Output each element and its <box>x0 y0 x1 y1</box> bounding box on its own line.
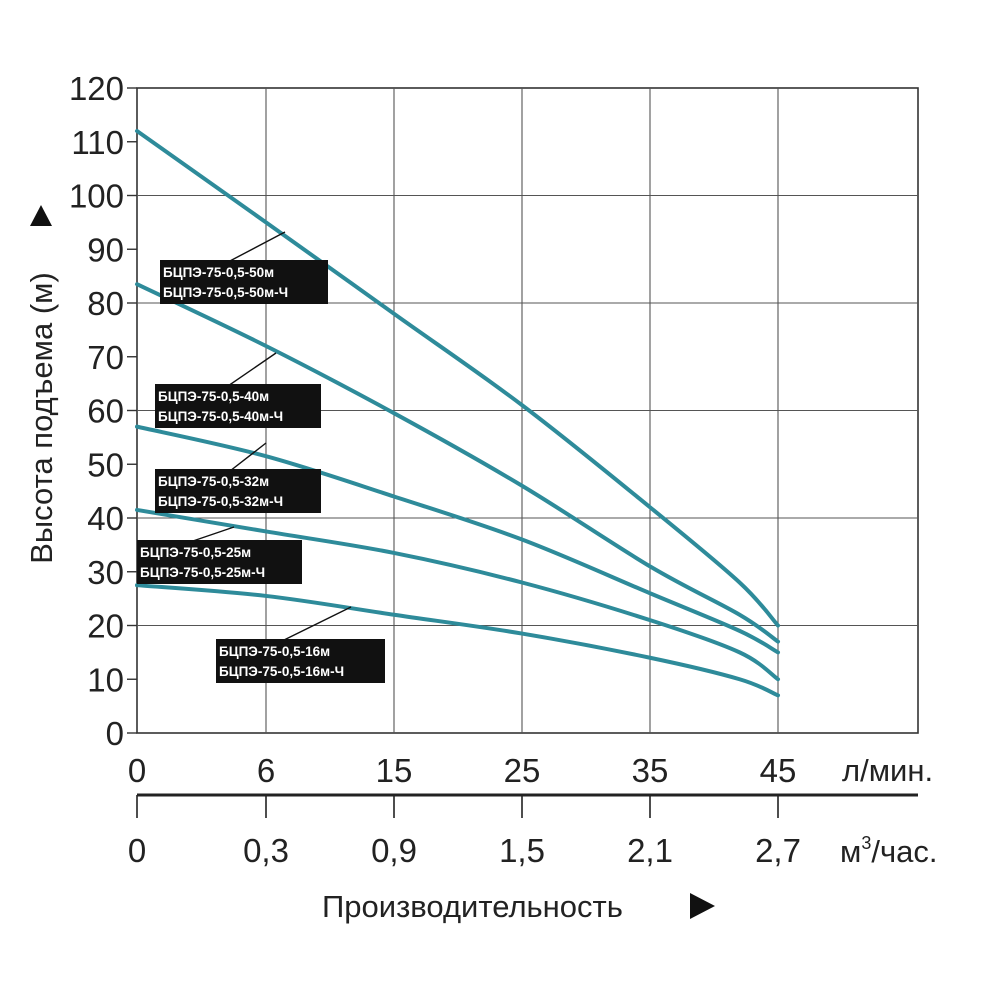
series-line <box>135 282 780 644</box>
y-tick-label: 70 <box>87 339 124 376</box>
x-secondary-tick-label: 0,9 <box>371 832 417 869</box>
y-tick-label: 10 <box>87 661 124 698</box>
y-tick-label: 100 <box>69 178 124 215</box>
series-label-leader <box>189 526 235 543</box>
y-tick-label: 90 <box>87 231 124 268</box>
y-tick-label: 20 <box>87 608 124 645</box>
series-label-box <box>137 540 302 584</box>
x-primary-unit: л/мин. <box>842 753 933 788</box>
series-label-leader <box>227 352 277 387</box>
series-line <box>135 129 780 628</box>
x-secondary-unit-base: м <box>840 834 861 869</box>
y-tick-label: 40 <box>87 500 124 537</box>
y-axis-arrow-icon <box>30 205 52 226</box>
series-label-text: БЦПЭ-75-0,5-25м-Ч <box>140 565 265 580</box>
x-tick-layer: 0 6 15 25 35 45 0 0,3 0,9 1,5 2,1 2,7 <box>128 752 801 869</box>
y-tick-label: 50 <box>87 446 124 483</box>
series-label-text: БЦПЭ-75-0,5-25м <box>140 545 251 560</box>
x-secondary-tick-label: 2,7 <box>755 832 801 869</box>
x-secondary-tick-label: 0,3 <box>243 832 289 869</box>
series-label-leader <box>281 606 352 642</box>
y-tick-layer: 0 10 20 30 40 50 60 70 80 90 100 110 120 <box>69 70 137 752</box>
series-label-box <box>155 469 321 513</box>
x-secondary-unit-sup: 3 <box>861 833 871 853</box>
x-axis-arrow-icon <box>690 893 715 919</box>
series-label-text: БЦПЭ-75-0,5-16м-Ч <box>219 664 344 679</box>
series-label-text: БЦПЭ-75-0,5-32м-Ч <box>158 494 283 509</box>
y-axis-title: Высота подъема (м) <box>24 272 59 564</box>
y-tick-label: 110 <box>71 124 124 161</box>
x-secondary-tick-label: 1,5 <box>499 832 545 869</box>
y-tick-label: 60 <box>87 393 124 430</box>
x-axis-title: Производительность <box>322 889 623 924</box>
series-label-box <box>216 639 385 683</box>
x-secondary-unit-tail: /час. <box>871 834 937 869</box>
y-tick-label: 120 <box>69 70 124 107</box>
series-label-text: БЦПЭ-75-0,5-50м <box>163 265 274 280</box>
series-label-leader <box>227 231 286 263</box>
y-tick-label: 80 <box>87 285 124 322</box>
series-line <box>135 583 780 698</box>
x-primary-tick-label: 25 <box>504 752 541 789</box>
series-label-leader <box>229 442 267 472</box>
series-line <box>135 424 780 655</box>
series-label-box <box>160 260 328 304</box>
x-axis-title-group: Производительность <box>322 889 715 924</box>
series-label-layer: БЦПЭ-75-0,5-50м БЦПЭ-75-0,5-50м-Ч БЦПЭ-75-… <box>137 231 385 683</box>
y-tick-label: 0 <box>106 715 124 752</box>
y-axis-title-group: Высота подъема (м) <box>24 205 59 564</box>
series-label-text: БЦПЭ-75-0,5-40м <box>158 389 269 404</box>
x-secondary-tick-label: 2,1 <box>627 832 673 869</box>
series-label-box <box>155 384 321 428</box>
y-tick-label: 30 <box>87 554 124 591</box>
x-primary-tick-label: 0 <box>128 752 146 789</box>
series-label-text: БЦПЭ-75-0,5-50м-Ч <box>163 285 288 300</box>
series-label-text: БЦПЭ-75-0,5-16м <box>219 644 330 659</box>
x-primary-tick-label: 35 <box>632 752 669 789</box>
x-secondary-tick-label: 0 <box>128 832 146 869</box>
series-label-text: БЦПЭ-75-0,5-40м-Ч <box>158 409 283 424</box>
series-label-text: БЦПЭ-75-0,5-32м <box>158 474 269 489</box>
x-primary-tick-label: 6 <box>257 752 275 789</box>
x-primary-tick-label: 15 <box>376 752 413 789</box>
x-secondary-unit: м3/час. <box>840 833 937 869</box>
x-primary-tick-label: 45 <box>760 752 797 789</box>
series-layer <box>135 129 780 698</box>
series-line <box>135 507 780 682</box>
